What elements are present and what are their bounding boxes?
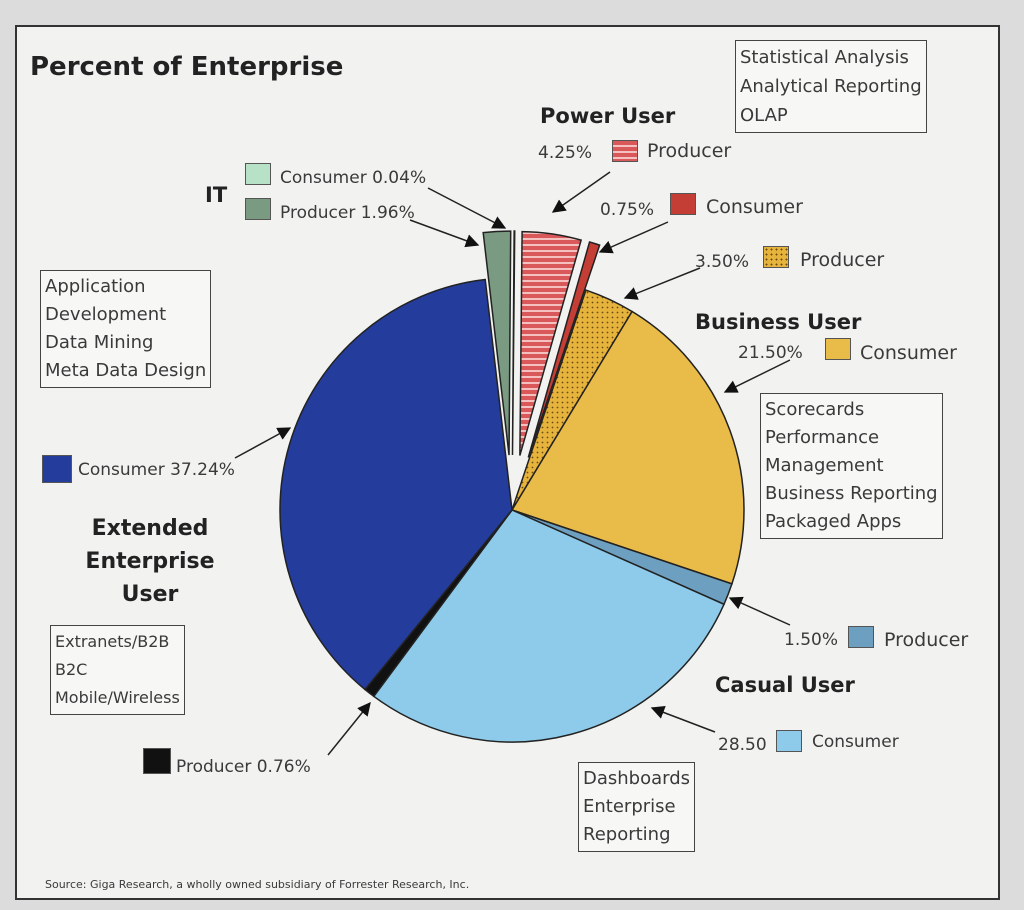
legend-swatch-business-producer bbox=[763, 246, 789, 268]
pie-slice-it-producer bbox=[482, 230, 512, 456]
arrow-casual-consumer bbox=[650, 706, 716, 733]
value-label: 4.25% bbox=[538, 143, 593, 163]
box-line: Analytical Reporting bbox=[740, 76, 922, 97]
pie-slice-business-user-consumer bbox=[510, 310, 745, 585]
box-line: Packaged Apps bbox=[765, 511, 902, 532]
box-line: Reporting bbox=[583, 824, 671, 845]
casual-user-box: Dashboards Enterprise Reporting bbox=[578, 762, 696, 852]
box-line: Enterprise bbox=[583, 796, 676, 817]
value-label: 0.75% bbox=[600, 200, 655, 220]
legend-swatch-it-consumer bbox=[245, 163, 271, 185]
box-line: Meta Data Design bbox=[45, 360, 207, 381]
arrow-it-producer bbox=[409, 219, 480, 248]
value-label: 21.50% bbox=[738, 343, 803, 363]
box-line: Development bbox=[45, 304, 167, 325]
business-user-box: Scorecards Performance Management Busine… bbox=[760, 393, 943, 539]
pie-slice-casual-user-consumer bbox=[372, 509, 725, 743]
it-box: Application Development Data Mining Meta… bbox=[40, 270, 212, 388]
arrow-extended-producer bbox=[327, 701, 371, 756]
box-line: Data Mining bbox=[45, 332, 154, 353]
arrow-business-consumer bbox=[723, 359, 791, 393]
arrow-power-consumer bbox=[598, 221, 669, 254]
leader-arrows bbox=[234, 171, 791, 756]
legend-label: Producer 0.76% bbox=[176, 757, 311, 777]
box-line: Mobile/Wireless bbox=[55, 688, 180, 707]
value-label: 3.50% bbox=[695, 252, 750, 272]
legend-label: Producer bbox=[647, 140, 732, 162]
legend-swatch-it-producer bbox=[245, 198, 271, 220]
chart-title: Percent of Enterprise bbox=[30, 52, 344, 82]
value-label: 1.50% bbox=[784, 630, 839, 650]
box-line: B2C bbox=[55, 660, 88, 679]
arrow-casual-producer bbox=[728, 596, 791, 626]
group-label-power-user: Power User bbox=[540, 104, 676, 128]
pie-slice-power-user-producer bbox=[519, 230, 583, 456]
extended-user-box: Extranets/B2B B2C Mobile/Wireless bbox=[50, 625, 185, 715]
pie-slice-it-consumer bbox=[511, 230, 516, 456]
arrow-power-producer bbox=[551, 171, 611, 213]
legend-label: Consumer 37.24% bbox=[78, 460, 235, 480]
source-note: Source: Giga Research, a wholly owned su… bbox=[45, 878, 470, 891]
group-label-extended-enterprise-user: Extended Enterprise User bbox=[85, 516, 215, 607]
legend-label: Producer bbox=[884, 629, 969, 651]
legend-label: Producer bbox=[800, 249, 885, 271]
group-label-business-user: Business User bbox=[695, 310, 862, 334]
legend-swatch-power-consumer bbox=[670, 193, 696, 215]
legend-label: Producer 1.96% bbox=[280, 203, 415, 223]
arrow-extended-consumer bbox=[234, 427, 292, 459]
power-user-box: Statistical Analysis Analytical Reportin… bbox=[735, 40, 927, 133]
legend-label: Consumer bbox=[706, 196, 803, 218]
legend-swatch-casual-consumer bbox=[776, 730, 802, 752]
box-line: Performance bbox=[765, 427, 880, 448]
legend-label: Consumer bbox=[812, 732, 899, 752]
value-label: 28.50 bbox=[718, 735, 767, 755]
box-line: Scorecards bbox=[765, 399, 865, 420]
box-line: Application bbox=[45, 276, 146, 297]
box-line: Extranets/B2B bbox=[55, 632, 170, 651]
legend-label: Consumer 0.04% bbox=[280, 168, 427, 188]
box-line: Statistical Analysis bbox=[740, 47, 909, 68]
legend-swatch-extended-producer bbox=[143, 748, 171, 774]
legend-swatch-business-consumer bbox=[825, 338, 851, 360]
pie-slice-extended-enterprise-user-consumer bbox=[279, 278, 513, 691]
legend-label: Consumer bbox=[860, 342, 957, 364]
group-label-casual-user: Casual User bbox=[715, 673, 855, 697]
box-line: Business Reporting bbox=[765, 483, 938, 504]
arrow-it-consumer bbox=[427, 187, 507, 229]
group-label-it: IT bbox=[205, 183, 228, 207]
box-line: OLAP bbox=[740, 105, 788, 126]
box-line: Management bbox=[765, 455, 884, 476]
legend-swatch-extended-consumer bbox=[42, 455, 72, 483]
box-line: Dashboards bbox=[583, 768, 691, 789]
legend-swatch-power-producer bbox=[612, 140, 638, 162]
legend-swatch-casual-producer bbox=[848, 626, 874, 648]
arrow-business-producer bbox=[623, 267, 701, 300]
